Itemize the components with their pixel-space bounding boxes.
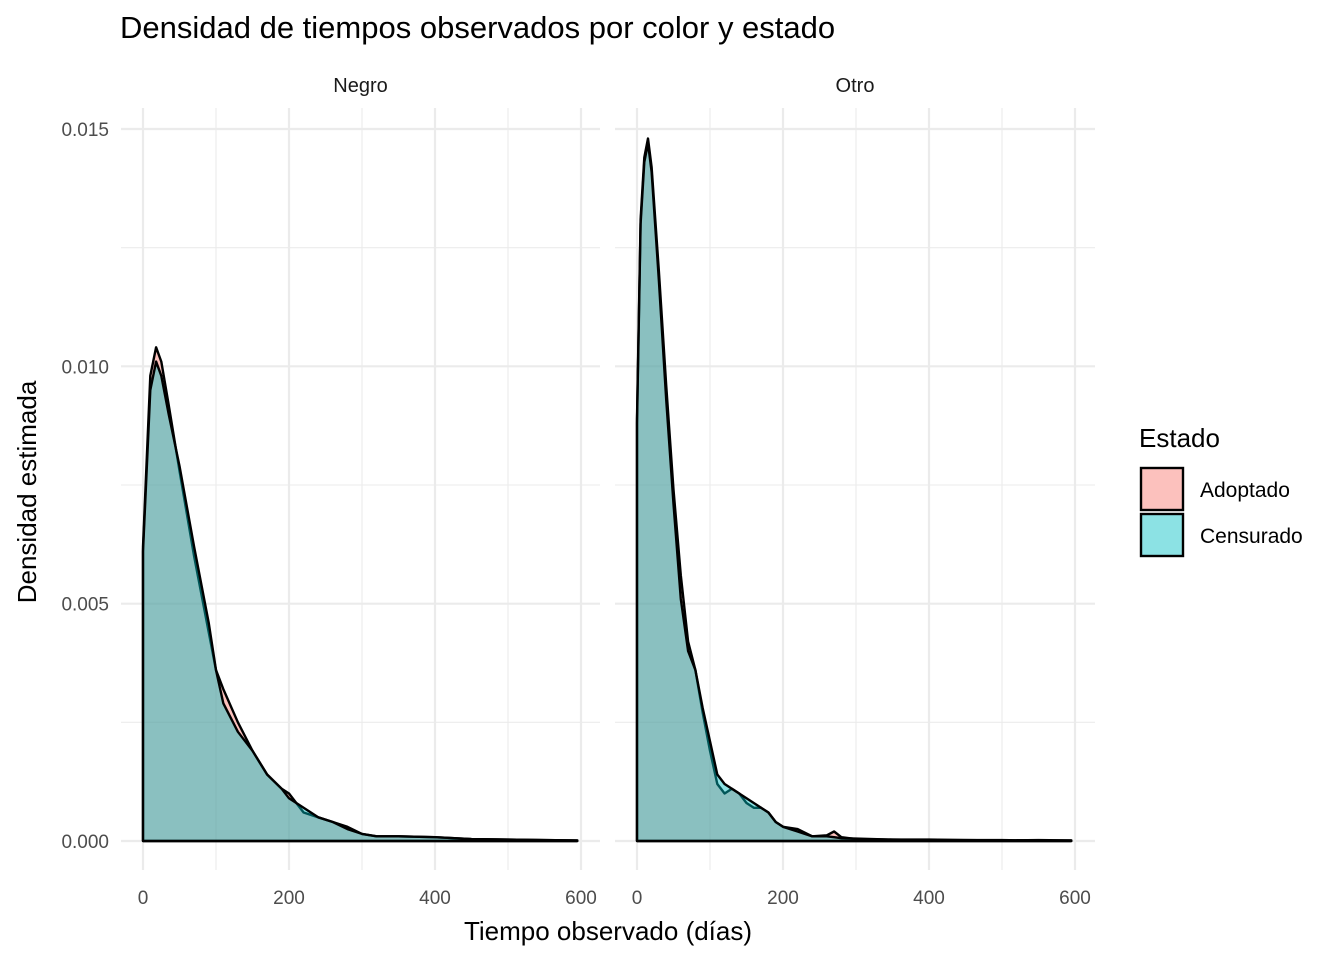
x-tick-label: 0 <box>632 888 643 909</box>
density-area-censurado <box>141 360 579 843</box>
legend-key-background <box>1141 514 1183 556</box>
x-tick-label: 400 <box>419 888 451 909</box>
y-axis-title: Densidad estimada <box>12 380 42 603</box>
legend-item-censurado: Censurado <box>1139 512 1303 558</box>
x-axis-title: Tiempo observado (días) <box>464 916 752 946</box>
facet-panel-negro: Negro 0 200 400 600 0.000 0.005 0.010 0.015 <box>61 75 600 909</box>
density-area-censurado <box>635 142 1073 843</box>
x-tick-label: 600 <box>1059 888 1091 909</box>
legend-label: Adoptado <box>1200 479 1290 502</box>
legend-key-swatch <box>1139 512 1185 558</box>
y-tick-label: 0.015 <box>61 120 109 141</box>
facet-strip-label: Negro <box>333 75 387 97</box>
legend-key-background <box>1141 468 1183 510</box>
chart-title: Densidad de tiempos observados por color… <box>120 10 835 45</box>
y-tick-label: 0.000 <box>61 832 109 853</box>
x-tick-label: 400 <box>913 888 945 909</box>
x-tick-label: 600 <box>565 888 597 909</box>
legend: Estado Adoptado Censurado <box>1139 423 1303 558</box>
x-tick-label: 0 <box>138 888 149 909</box>
legend-title: Estado <box>1139 423 1220 453</box>
legend-label: Censurado <box>1200 525 1303 548</box>
facet-panels: Negro 0 200 400 600 0.000 0.005 0.010 0.015 Otro 0… <box>61 75 1095 909</box>
x-tick-label: 200 <box>273 888 305 909</box>
y-tick-label: 0.005 <box>61 595 109 616</box>
facet-panel-otro: Otro 0 200 400 600 <box>615 75 1095 909</box>
legend-key-swatch <box>1139 466 1185 512</box>
y-tick-label: 0.010 <box>61 357 109 378</box>
legend-item-adoptado: Adoptado <box>1139 466 1290 512</box>
facet-strip-label: Otro <box>836 75 875 97</box>
x-tick-label: 200 <box>767 888 799 909</box>
